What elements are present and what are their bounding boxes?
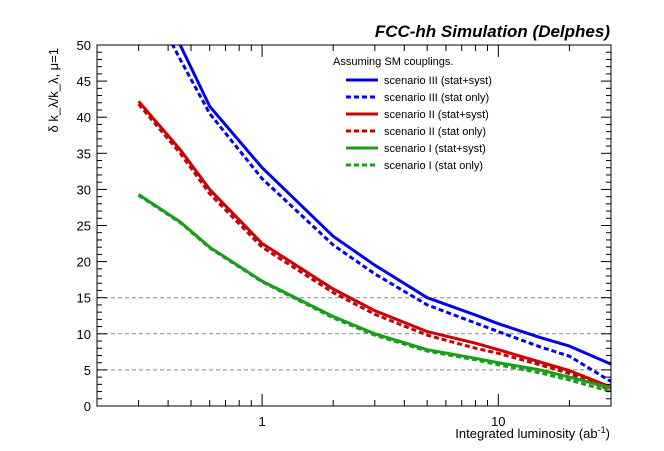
- legend-label: scenario III (stat only): [384, 92, 489, 104]
- x-tick-label: 1: [258, 414, 265, 429]
- y-tick-label: 35: [77, 146, 91, 161]
- legend-label: scenario III (stat+syst): [384, 75, 492, 87]
- x-axis-label-text: Integrated luminosity (ab: [455, 426, 597, 441]
- y-tick-label: 30: [77, 182, 91, 197]
- y-tick-label: 45: [77, 74, 91, 89]
- y-tick-label: 20: [77, 255, 91, 270]
- y-tick-label: 10: [77, 327, 91, 342]
- y-tick-label: 0: [84, 399, 91, 414]
- x-axis-label-close: ): [606, 426, 610, 441]
- y-tick-label: 15: [77, 291, 91, 306]
- x-axis-label: Integrated luminosity (ab-1): [455, 425, 610, 441]
- y-tick-label: 25: [77, 219, 91, 234]
- series-line: [137, 193, 611, 394]
- chart-title: FCC-hh Simulation (Delphes): [375, 22, 611, 41]
- y-axis-label: δ k_λ/k_λ, μ=1: [46, 48, 61, 132]
- series-line: [170, 45, 611, 383]
- series-lines: [137, 45, 611, 394]
- series-line: [137, 100, 611, 389]
- legend-label: scenario II (stat+syst): [384, 109, 489, 121]
- legend-label: scenario II (stat only): [384, 126, 486, 138]
- legend-label: scenario I (stat only): [384, 160, 483, 172]
- series-line: [137, 103, 611, 392]
- legend-entries: scenario III (stat+syst) scenario III (st…: [346, 75, 492, 172]
- x-axis-ticks: 1 10: [96, 45, 612, 429]
- legend-header: Assuming SM couplings.: [333, 56, 453, 68]
- series-clip-group: [137, 45, 611, 394]
- legend: Assuming SM couplings. scenario III (sta…: [333, 56, 492, 172]
- y-tick-label: 5: [84, 363, 91, 378]
- x-tick-label: 10: [491, 414, 505, 429]
- y-tick-label: 50: [77, 38, 91, 53]
- x-axis-label-sup: -1: [598, 425, 606, 435]
- y-axis-ticks: 0 5 10 15 20 25 30 35 40 45 50: [77, 38, 611, 414]
- legend-label: scenario I (stat+syst): [384, 143, 486, 155]
- y-tick-label: 40: [77, 110, 91, 125]
- series-line: [178, 45, 611, 366]
